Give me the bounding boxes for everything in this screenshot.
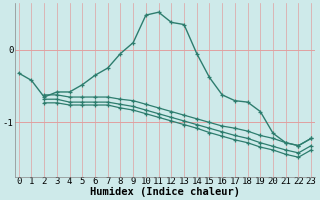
X-axis label: Humidex (Indice chaleur): Humidex (Indice chaleur) <box>90 187 240 197</box>
